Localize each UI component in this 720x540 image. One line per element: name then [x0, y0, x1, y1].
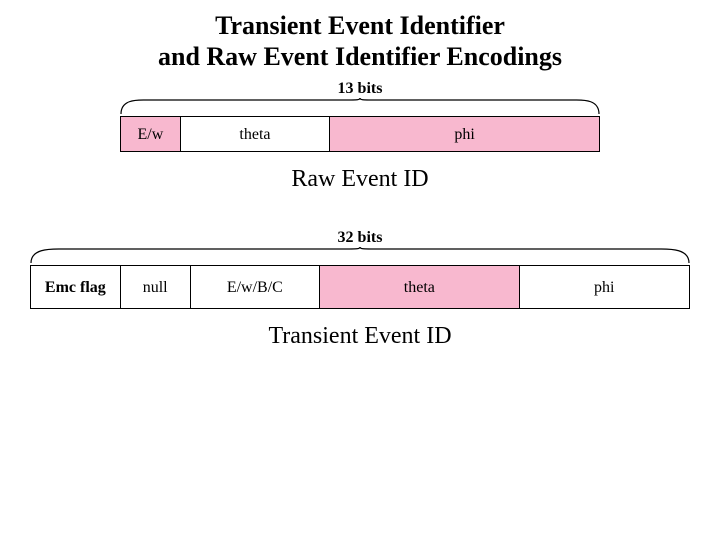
- field-phi: phi: [520, 266, 689, 308]
- transient-bits-label: 32 bits: [0, 229, 720, 247]
- raw-diagram: E/wthetaphi: [0, 98, 720, 152]
- transient-brace: [30, 247, 690, 265]
- transient-diagram: Emc flagnullE/w/B/Cthetaphi: [0, 247, 720, 309]
- page-title: Transient Event Identifier and Raw Event…: [0, 0, 720, 72]
- field-e-w: E/w: [121, 117, 181, 151]
- title-line-2: and Raw Event Identifier Encodings: [158, 42, 562, 71]
- raw-brace: [120, 98, 600, 116]
- raw-bits-label: 13 bits: [0, 80, 720, 98]
- field-theta: theta: [320, 266, 519, 308]
- field-theta: theta: [181, 117, 330, 151]
- raw-fields-row: E/wthetaphi: [120, 116, 600, 152]
- field-phi: phi: [330, 117, 599, 151]
- raw-caption: Raw Event ID: [0, 166, 720, 193]
- transient-caption: Transient Event ID: [0, 323, 720, 350]
- title-line-1: Transient Event Identifier: [215, 11, 505, 40]
- field-e-w-b-c: E/w/B/C: [191, 266, 321, 308]
- field-null: null: [121, 266, 191, 308]
- field-emc-flag: Emc flag: [31, 266, 121, 308]
- transient-fields-row: Emc flagnullE/w/B/Cthetaphi: [30, 265, 690, 309]
